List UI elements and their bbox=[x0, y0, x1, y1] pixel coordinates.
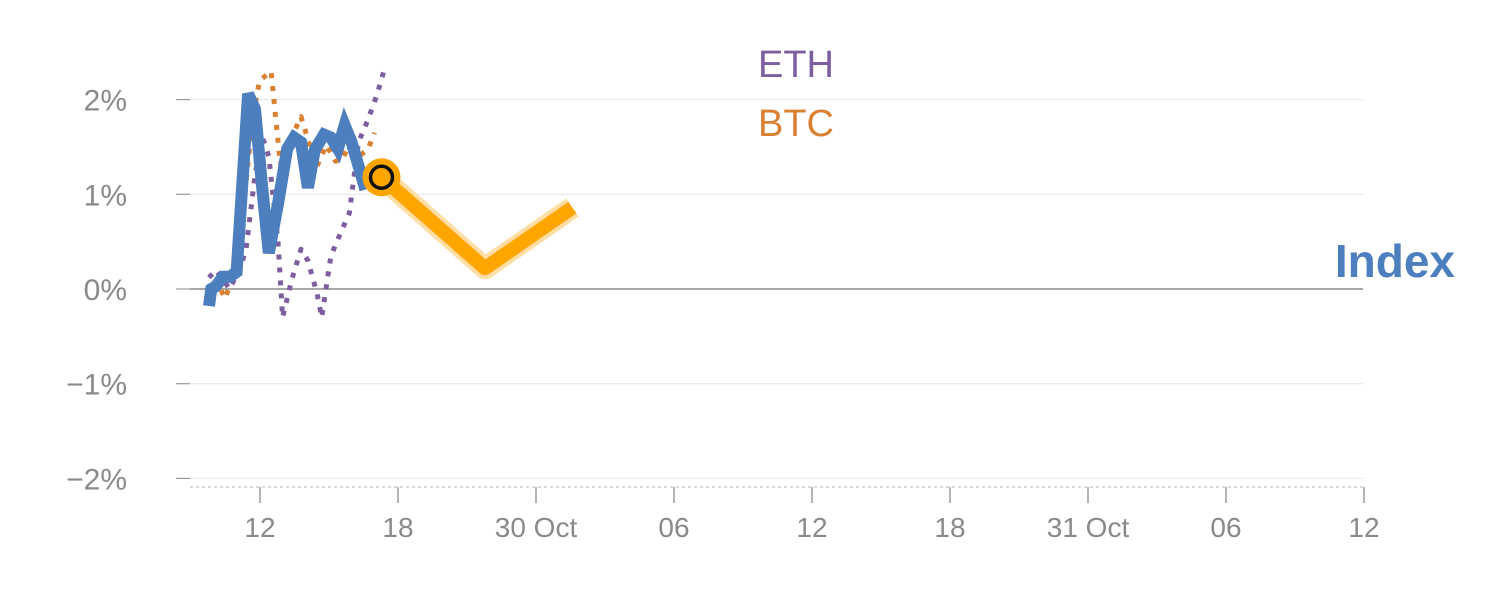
x-tick-label: 31 Oct bbox=[1047, 512, 1130, 543]
y-tick-label: 1% bbox=[84, 179, 127, 212]
y-tick-label: 2% bbox=[84, 85, 127, 118]
x-tick-label: 30 Oct bbox=[495, 512, 578, 543]
projection-line bbox=[376, 172, 577, 276]
legend-label-btc: BTC bbox=[758, 103, 834, 145]
x-tick-label: 18 bbox=[934, 512, 965, 543]
legend-label-eth: ETH bbox=[758, 44, 834, 86]
y-tick-label: 0% bbox=[84, 274, 127, 307]
x-tick-label: 12 bbox=[1348, 512, 1379, 543]
x-tick-label: 18 bbox=[382, 512, 413, 543]
series-line-eth bbox=[207, 70, 387, 320]
series-line-index bbox=[203, 91, 372, 307]
series-labels: ETH BTC Index bbox=[758, 44, 1455, 287]
axes: 2% 1% 0% −1% −2% 12 18 30 Oct 06 12 18 31 Oct 06 12 bbox=[66, 85, 1379, 543]
x-tick-label: 06 bbox=[1210, 512, 1241, 543]
x-tick-label: 12 bbox=[244, 512, 275, 543]
grid-lines bbox=[190, 99, 1363, 479]
x-tick-label: 06 bbox=[658, 512, 689, 543]
legend-label-index: Index bbox=[1335, 235, 1456, 287]
current-point-inner bbox=[368, 164, 395, 191]
y-tick-label: −1% bbox=[66, 369, 127, 402]
series-lines bbox=[203, 68, 579, 320]
x-tick-label: 12 bbox=[796, 512, 827, 543]
y-tick-label: −2% bbox=[66, 463, 127, 496]
